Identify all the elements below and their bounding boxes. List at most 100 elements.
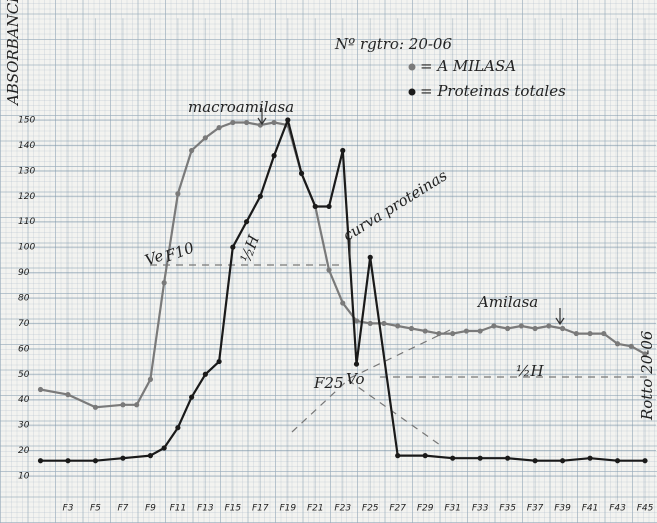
- data-point: [271, 119, 277, 126]
- data-point: [518, 323, 524, 329]
- data-point: [285, 117, 291, 123]
- data-point: [92, 404, 99, 410]
- data-point: [559, 458, 566, 464]
- data-point: [395, 323, 401, 329]
- data-point: [642, 458, 648, 464]
- y-tick-label: 130: [18, 166, 35, 176]
- data-point: [134, 402, 140, 408]
- y-tick-label: 60: [18, 344, 30, 354]
- chart-title: Nº rgtro: 20-06: [334, 35, 452, 53]
- data-point: [601, 330, 607, 337]
- y-tick-label: 140: [18, 141, 35, 151]
- annotation: F25: [313, 374, 344, 392]
- data-point: [642, 351, 648, 357]
- data-point: [161, 445, 167, 451]
- data-point: [353, 318, 360, 324]
- data-point: [37, 458, 44, 464]
- data-point: [463, 328, 470, 334]
- data-point: [326, 203, 332, 210]
- data-point: [340, 147, 346, 154]
- annotation: Amilasa: [476, 293, 538, 311]
- x-tick-label: F9: [145, 504, 156, 514]
- data-point: [491, 323, 497, 329]
- annotation: ½H: [516, 362, 545, 380]
- data-point: [587, 455, 593, 461]
- legend-label: = Proteinas totales: [420, 82, 566, 100]
- data-point: [175, 425, 181, 431]
- data-point: [477, 328, 483, 334]
- x-tick-label: F15: [225, 504, 242, 514]
- y-tick-label: 20: [18, 446, 30, 456]
- y-tick-label: 80: [18, 293, 30, 303]
- legend-marker: [408, 88, 416, 96]
- data-point: [367, 320, 373, 327]
- legend-marker: [408, 63, 416, 71]
- y-tick-label: 110: [18, 217, 35, 227]
- x-tick-label: F41: [582, 504, 599, 514]
- data-point: [326, 267, 332, 273]
- data-point: [175, 191, 181, 197]
- y-tick-label: 150: [18, 116, 35, 126]
- x-tick-label: F21: [307, 504, 324, 514]
- data-point: [559, 325, 566, 332]
- data-point: [546, 323, 552, 329]
- data-point: [161, 280, 167, 286]
- x-tick-label: F43: [609, 504, 626, 514]
- data-point: [381, 320, 387, 327]
- x-tick-label: F45: [637, 504, 654, 514]
- data-point: [65, 458, 71, 464]
- data-point: [408, 325, 415, 332]
- data-point: [147, 376, 154, 382]
- y-tick-label: 70: [18, 319, 30, 329]
- x-tick-label: F35: [499, 504, 516, 514]
- data-point: [436, 330, 442, 337]
- y-tick-label: 50: [18, 370, 30, 380]
- data-point: [614, 458, 621, 464]
- x-tick-label: F31: [444, 504, 461, 514]
- data-point: [353, 361, 360, 367]
- x-tick-label: F5: [90, 504, 101, 514]
- x-tick-label: F33: [472, 504, 489, 514]
- data-point: [120, 402, 126, 408]
- data-point: [216, 125, 222, 131]
- data-point: [422, 453, 428, 459]
- annotation: Ve: [143, 246, 166, 269]
- y-tick-label: 30: [18, 421, 30, 431]
- data-point: [298, 170, 305, 177]
- x-tick-label: F13: [197, 504, 214, 514]
- annotation: curva proteinas: [340, 166, 451, 245]
- data-point: [202, 371, 208, 377]
- x-tick-label: F17: [252, 504, 269, 514]
- x-tick-label: F37: [527, 504, 544, 514]
- data-point: [573, 330, 579, 337]
- y-axis-label: ABSORBANCIA: [4, 0, 22, 107]
- data-point: [312, 203, 318, 210]
- arrow: [257, 108, 267, 126]
- x-tick-label: F39: [554, 504, 571, 514]
- x-tick-label: F25: [362, 504, 379, 514]
- annotation: ½H: [237, 232, 264, 265]
- data-point: [367, 254, 373, 260]
- data-point: [395, 453, 401, 459]
- data-point: [202, 135, 208, 141]
- data-point: [271, 153, 277, 159]
- data-point: [120, 455, 126, 461]
- data-point: [450, 330, 456, 337]
- x-tick-label: F3: [63, 504, 74, 514]
- x-tick-label: F11: [170, 504, 187, 514]
- annotation: macroamilasa: [188, 98, 294, 116]
- x-tick-label: F23: [334, 504, 351, 514]
- dashed-guide: [347, 379, 441, 446]
- data-point: [230, 119, 236, 126]
- data-point: [92, 458, 99, 464]
- data-point: [614, 341, 621, 347]
- annotation: F10: [162, 238, 197, 266]
- legend-label: = A MILASA: [420, 57, 516, 75]
- data-point: [189, 394, 195, 400]
- x-tick-label: F7: [117, 504, 128, 514]
- y-tick-label: 100: [18, 243, 35, 253]
- y-tick-label: 120: [18, 192, 35, 202]
- data-point: [243, 119, 250, 126]
